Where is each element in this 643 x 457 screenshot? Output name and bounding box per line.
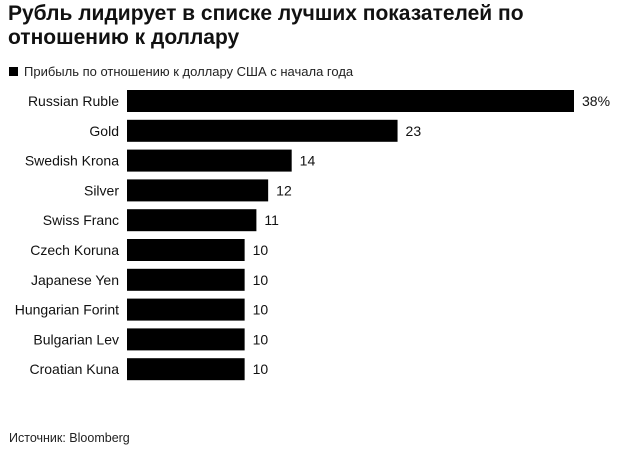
value-label-russian-ruble: 38% (582, 93, 610, 109)
bar-croatian-kuna (127, 358, 245, 381)
chart-title: Рубль лидирует в списке лучших показател… (8, 2, 524, 49)
legend: Прибыль по отношению к доллару США с нач… (9, 64, 353, 79)
value-label-hungarian-forint: 10 (253, 302, 269, 318)
legend-label: Прибыль по отношению к доллару США с нач… (24, 64, 354, 79)
bar-czech-koruna (127, 239, 245, 261)
bar-swedish-krona (127, 149, 292, 172)
category-label-gold: Gold (89, 123, 119, 139)
category-label-swiss-franc: Swiss Franc (43, 212, 119, 228)
value-label-bulgarian-lev: 10 (253, 331, 269, 347)
bar-japanese-yen (127, 268, 245, 291)
value-label-gold: 23 (406, 123, 422, 139)
value-label-japanese-yen: 10 (253, 272, 269, 288)
bar-chart: Russian Ruble 38% Gold 23 Swedish Krona 14 Sil… (15, 90, 610, 381)
category-label-czech-koruna: Czech Koruna (30, 242, 119, 258)
category-label-swedish-krona: Swedish Krona (25, 153, 119, 169)
source-note: Источник: Bloomberg (9, 431, 130, 445)
value-label-swiss-franc: 11 (264, 212, 279, 228)
bar-silver (127, 179, 269, 202)
category-label-russian-ruble: Russian Ruble (28, 93, 119, 109)
legend-swatch (9, 67, 18, 76)
value-label-czech-koruna: 10 (253, 242, 269, 258)
bar-gold (127, 119, 398, 142)
category-label-silver: Silver (84, 182, 119, 198)
value-label-croatian-kuna: 10 (253, 361, 269, 377)
bar-russian-ruble (127, 90, 574, 112)
category-label-croatian-kuna: Croatian Kuna (29, 361, 119, 377)
bar-swiss-franc (127, 209, 257, 232)
bar-hungarian-forint (127, 298, 245, 321)
category-label-hungarian-forint: Hungarian Forint (15, 302, 119, 318)
value-label-swedish-krona: 14 (300, 153, 316, 169)
bar-bulgarian-lev (127, 328, 245, 351)
category-label-bulgarian-lev: Bulgarian Lev (33, 331, 119, 347)
value-label-silver: 12 (276, 182, 292, 198)
category-label-japanese-yen: Japanese Yen (31, 272, 119, 288)
